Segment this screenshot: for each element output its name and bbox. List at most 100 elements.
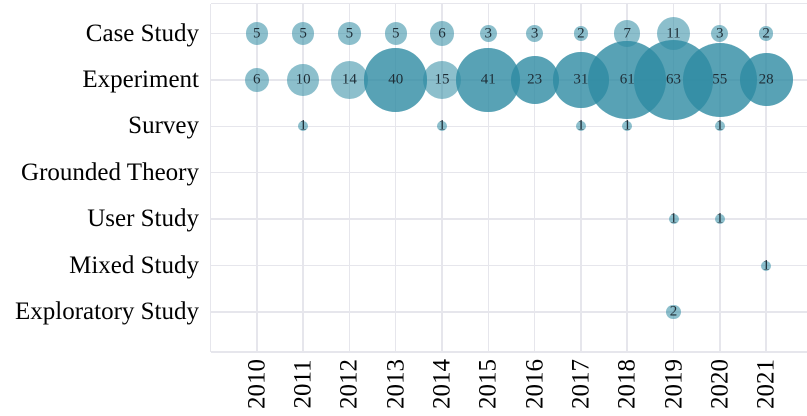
- x-axis-label: 2019: [660, 359, 687, 409]
- bubble: [510, 55, 559, 104]
- bubble: [668, 214, 679, 225]
- bubble-value-label: 3: [530, 25, 539, 41]
- bubble-value-label: 55: [712, 71, 728, 88]
- bubble: [761, 260, 772, 271]
- gridline-vertical: [580, 3, 582, 352]
- x-axis-label: 2011: [289, 359, 317, 409]
- bubble: [575, 121, 586, 132]
- gridline-horizontal: [210, 218, 807, 220]
- bubble-value-label: 14: [341, 71, 357, 88]
- gridline-vertical: [256, 3, 258, 352]
- bubble: [711, 24, 729, 43]
- bubble-value-label: 2: [577, 25, 585, 41]
- bubble: [384, 22, 407, 45]
- bubble-value-label: 1: [299, 117, 307, 134]
- bubble-value-label: 7: [623, 25, 631, 41]
- bubble-value-label: 1: [669, 210, 678, 227]
- bubble-value-label: 1: [577, 117, 585, 134]
- bubble-value-label: 41: [480, 71, 496, 88]
- bubble-value-label: 10: [295, 71, 311, 88]
- bubble-value-label: 6: [438, 25, 446, 41]
- bubble: [364, 48, 428, 112]
- bubble: [573, 26, 588, 41]
- bubble: [759, 26, 774, 41]
- bubble-value-label: 5: [253, 25, 261, 41]
- bubble-value-label: 6: [253, 71, 261, 88]
- gridline-vertical: [672, 3, 675, 352]
- y-axis-label: Survey: [128, 112, 199, 140]
- y-axis-label: Exploratory Study: [14, 297, 199, 325]
- y-axis-label: User Study: [87, 205, 199, 233]
- y-axis-label: Case Study: [85, 19, 199, 47]
- bubble-value-label: 3: [484, 25, 493, 41]
- bubble-value-label: 11: [666, 25, 681, 41]
- bubble: [622, 121, 633, 132]
- bubble-value-label: 2: [669, 303, 678, 320]
- y-axis-label: Grounded Theory: [21, 158, 199, 186]
- bubble: [429, 21, 455, 46]
- bubble: [287, 64, 319, 96]
- x-axis-label: 2018: [613, 359, 641, 409]
- bubble: [291, 22, 315, 45]
- panel-border-top: [210, 2, 807, 5]
- gridline-horizontal: [210, 32, 807, 35]
- bubble-value-label: 2: [762, 25, 770, 41]
- gridline-vertical: [302, 3, 304, 352]
- bubble-value-label: 5: [345, 25, 354, 41]
- gridline-vertical: [765, 3, 767, 352]
- gridline-horizontal: [210, 311, 807, 313]
- bubble-value-label: 61: [619, 71, 635, 88]
- x-axis-label: 2020: [706, 359, 734, 409]
- bubble: [437, 121, 447, 132]
- bubble-value-label: 5: [391, 25, 400, 41]
- bubble: [456, 47, 521, 112]
- panel-border-bottom: [210, 351, 807, 353]
- bubble: [330, 61, 369, 99]
- bubble-value-label: 31: [573, 71, 589, 88]
- x-axis-label: 2021: [752, 359, 780, 409]
- x-axis-label: 2010: [243, 359, 271, 409]
- gridline-horizontal: [210, 264, 807, 267]
- bubble-value-label: 15: [434, 71, 450, 88]
- bubble-value-label: 23: [527, 71, 543, 88]
- bubble: [739, 53, 793, 107]
- bubble: [298, 121, 309, 132]
- bubble-value-label: 40: [388, 71, 404, 88]
- bubble-value-label: 5: [299, 25, 307, 41]
- x-axis-label: 2017: [567, 359, 595, 409]
- y-axis-label: Experiment: [82, 65, 199, 93]
- x-axis-label: 2012: [335, 359, 363, 409]
- bubble: [666, 304, 681, 319]
- bubble-value-label: 1: [716, 210, 724, 227]
- x-axis-label: 2013: [382, 359, 410, 409]
- bubble-value-label: 1: [623, 117, 631, 134]
- bubble-value-label: 63: [666, 71, 681, 88]
- gridline-vertical: [441, 3, 443, 352]
- x-axis-label: 2016: [521, 359, 549, 409]
- x-axis-label: 2015: [474, 359, 502, 409]
- gridline-vertical: [394, 3, 397, 352]
- x-axis-label: 2014: [428, 359, 456, 409]
- gridline-vertical: [487, 3, 490, 352]
- bubble: [422, 60, 462, 100]
- gridline-vertical: [533, 3, 536, 352]
- y-axis-label: Mixed Study: [69, 251, 199, 279]
- bubble-value-label: 3: [716, 25, 724, 41]
- bubble: [244, 67, 270, 93]
- gridline-vertical: [348, 3, 351, 352]
- gridline-horizontal: [210, 125, 807, 128]
- gridline-vertical: [626, 3, 628, 352]
- bubble: [338, 22, 361, 45]
- bubble-value-label: 1: [438, 117, 446, 134]
- bubble-value-label: 1: [716, 117, 724, 134]
- bubble: [479, 24, 497, 43]
- gridline-horizontal: [210, 171, 807, 174]
- bubble: [245, 22, 268, 45]
- bubble-value-label: 1: [762, 257, 770, 273]
- gridline-vertical: [719, 3, 721, 352]
- bubble: [714, 121, 725, 132]
- gridline-vertical: [209, 3, 212, 352]
- bubble: [714, 214, 725, 225]
- bubble: [525, 24, 544, 43]
